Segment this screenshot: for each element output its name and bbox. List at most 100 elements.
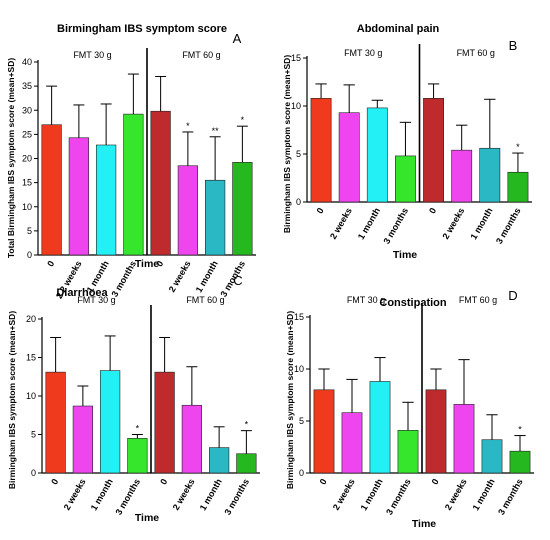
bar: [96, 144, 117, 256]
chart-title: Birmingham IBS symptom score: [57, 23, 227, 35]
x-category-label: 2 weeks: [328, 206, 354, 241]
y-tick-label: 5: [299, 416, 304, 426]
significance-marker: *: [518, 425, 522, 435]
group-label: FMT 60 g: [459, 295, 497, 305]
bar: [310, 98, 332, 203]
panel-letter: D: [508, 288, 517, 303]
x-category-label: 2 weeks: [167, 259, 193, 294]
y-tick-label: 15: [26, 353, 36, 363]
significance-marker: *: [186, 121, 190, 131]
x-category-label: 2 weeks: [443, 477, 469, 512]
x-category-label: 0: [430, 477, 441, 486]
group-label: FMT 30 g: [73, 50, 111, 60]
group-label: FMT 60 g: [186, 295, 224, 305]
y-tick-label: 40: [22, 57, 32, 67]
x-axis-label: Time: [412, 518, 436, 530]
bar: [369, 381, 391, 474]
group-label: FMT 60 g: [457, 48, 495, 58]
y-tick-label: 5: [31, 430, 36, 440]
y-tick-label: 30: [22, 105, 32, 115]
x-category-label: 3 months: [382, 206, 411, 246]
x-category-label: 1 month: [89, 477, 115, 512]
panel-letter: C: [233, 273, 242, 288]
bar: [507, 171, 529, 203]
chart-panel-c: Diarrhoea C Birmingham IBS symptom score (…: [7, 273, 260, 524]
x-category-label: 0: [158, 477, 169, 486]
x-category-label: 0: [315, 206, 326, 215]
bar: [313, 389, 335, 474]
x-axis-label: Time: [135, 258, 159, 270]
y-tick-label: 20: [26, 314, 36, 324]
x-category-label: 3 months: [494, 206, 523, 246]
bar: [425, 389, 447, 474]
panel-letter: B: [509, 38, 518, 53]
bar: [451, 149, 473, 203]
y-tick-label: 10: [294, 364, 304, 374]
chart-title: Constipation: [379, 297, 446, 309]
y-tick-label: 10: [22, 202, 32, 212]
y-axis-label: Birmingham IBS symptom score (mean+SD): [7, 311, 17, 489]
x-category-label: 3 months: [109, 259, 138, 299]
x-category-label: 2 weeks: [62, 477, 88, 512]
x-category-label: 2 weeks: [171, 477, 197, 512]
bar: [100, 370, 121, 474]
bar: [181, 404, 202, 474]
x-axis-label: Time: [393, 249, 417, 261]
bar: [397, 430, 419, 474]
y-tick-label: 0: [296, 197, 301, 207]
bar: [177, 165, 198, 256]
bar: [150, 110, 171, 256]
y-tick-label: 15: [22, 178, 32, 188]
significance-marker: *: [241, 115, 245, 125]
bar: [45, 371, 66, 474]
x-category-label: 3 months: [113, 477, 142, 517]
bar: [205, 179, 226, 256]
x-category-label: 2 weeks: [440, 206, 466, 241]
bar: [41, 124, 62, 256]
y-axis-label: Birmingham IBS symptom score (mean+SD): [282, 55, 292, 233]
y-tick-label: 15: [294, 312, 304, 322]
bar: [154, 371, 175, 474]
group-label: FMT 30 g: [344, 48, 382, 58]
bar: [127, 438, 148, 474]
bar: [209, 447, 230, 474]
chart-panel-a: Birmingham IBS symptom score A Total Birmi…: [6, 23, 256, 300]
bar: [423, 98, 444, 203]
group-label: FMT 60 g: [182, 50, 220, 60]
bar: [232, 162, 253, 256]
bar: [509, 450, 531, 474]
bar: [481, 439, 503, 474]
panel-letter: A: [233, 31, 242, 46]
y-tick-label: 25: [22, 129, 32, 139]
y-axis-label: Birmingham IBS symptom score (mean+SD): [285, 311, 295, 489]
bar: [479, 147, 501, 203]
x-category-label: 0: [49, 477, 60, 486]
x-category-label: 1 month: [194, 259, 220, 294]
bar: [341, 412, 363, 474]
x-category-label: 1 month: [356, 206, 382, 241]
group-label: FMT 30 g: [347, 295, 385, 305]
chart-panel-b: Abdominal pain B Birmingham IBS symptom sc…: [282, 23, 532, 261]
x-category-label: 3 months: [222, 477, 251, 517]
bar: [338, 112, 360, 203]
x-category-label: 0: [318, 477, 329, 486]
y-tick-label: 0: [299, 468, 304, 478]
significance-marker: *: [245, 420, 249, 430]
y-tick-label: 10: [26, 391, 36, 401]
y-tick-label: 5: [27, 226, 32, 236]
x-category-label: 2 weeks: [331, 477, 357, 512]
y-tick-label: 0: [27, 250, 32, 260]
chart-title: Diarrhoea: [56, 287, 108, 299]
x-category-label: 3 months: [384, 477, 413, 517]
chart-title: Abdominal pain: [357, 23, 440, 35]
bar: [453, 404, 475, 474]
bar: [366, 107, 388, 203]
y-tick-label: 0: [31, 468, 36, 478]
y-tick-label: 10: [291, 101, 301, 111]
x-category-label: 0: [427, 206, 438, 215]
x-category-label: 3 months: [496, 477, 525, 517]
y-tick-label: 20: [22, 154, 32, 164]
y-axis-label: Total Birmingham IBS symptom score (mean…: [6, 58, 16, 259]
